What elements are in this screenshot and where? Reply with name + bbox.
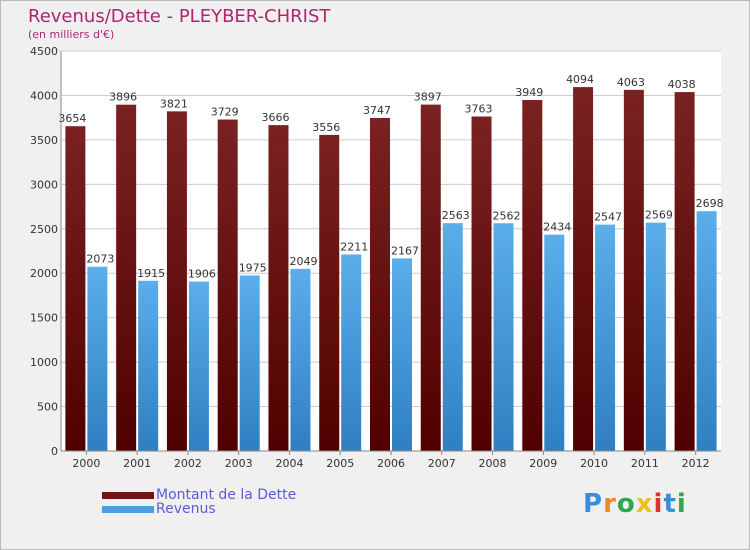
bar-revenus	[87, 266, 108, 451]
bar-revenus	[442, 223, 463, 451]
x-tick-label: 2009	[529, 457, 557, 470]
axis-layer: 0 500 1000 1500 2000 2500 3000 3500 4000 4500 2000…	[30, 45, 721, 470]
bar-dette	[217, 119, 238, 452]
bars-layer	[65, 87, 717, 452]
data-label-revenus: 2211	[340, 240, 368, 253]
x-tick-label: 2010	[580, 457, 608, 470]
data-label-dette: 3821	[160, 97, 188, 110]
labels-layer: 3654 2073 3896 1915 3821 1906 3729 1975 3666 2049…	[58, 73, 723, 280]
bar-revenus	[645, 222, 666, 451]
data-label-dette: 3747	[363, 104, 391, 117]
y-tick-label: 2500	[30, 223, 58, 236]
y-tick-label: 1500	[30, 312, 58, 325]
bar-revenus	[493, 223, 514, 451]
data-label-revenus: 1906	[188, 268, 216, 281]
proxiti-logo: Proxiti	[583, 489, 687, 519]
bar-revenus	[138, 280, 159, 451]
bar-revenus	[696, 211, 717, 451]
x-tick-label: 2004	[275, 457, 303, 470]
data-label-revenus: 2073	[86, 253, 114, 266]
x-tick-label: 2012	[682, 457, 710, 470]
bar-dette	[623, 89, 644, 451]
legend-swatch-dette	[102, 491, 154, 499]
data-label-revenus: 2434	[543, 221, 571, 234]
bar-revenus	[341, 254, 362, 451]
bar-revenus	[544, 234, 565, 451]
y-tick-label: 4000	[30, 89, 58, 102]
data-label-revenus: 2562	[493, 209, 521, 222]
x-tick-label: 2007	[428, 457, 456, 470]
data-label-dette: 3666	[261, 111, 289, 124]
y-tick-label: 2000	[30, 267, 58, 280]
data-label-dette: 3897	[414, 91, 442, 104]
data-label-revenus: 2049	[289, 255, 317, 268]
legend-label-revenus: Revenus	[156, 501, 216, 517]
legend-swatch-revenus	[102, 505, 154, 513]
x-tick-label: 2003	[225, 457, 253, 470]
data-label-dette: 3729	[211, 106, 239, 119]
bar-dette	[319, 134, 340, 451]
data-label-dette: 3896	[109, 91, 137, 104]
bar-dette	[370, 117, 390, 451]
data-label-dette: 3763	[465, 103, 493, 116]
bar-dette	[166, 111, 187, 451]
data-label-revenus: 1915	[137, 267, 165, 280]
data-label-revenus: 2569	[645, 209, 673, 222]
bar-dette	[573, 87, 594, 451]
data-label-dette: 4063	[617, 76, 645, 89]
bar-revenus	[239, 275, 260, 451]
chart-title: Revenus/Dette - PLEYBER-CHRIST	[28, 6, 331, 27]
y-tick-label: 4500	[30, 45, 58, 58]
data-label-dette: 4038	[668, 78, 696, 91]
chart-subtitle: (en milliers d'€)	[28, 28, 115, 41]
legend-item-dette: Montant de la Dette	[102, 487, 297, 503]
bar-revenus	[188, 281, 209, 451]
bar-dette	[471, 116, 492, 451]
data-label-dette: 4094	[566, 73, 594, 86]
y-tick-label: 0	[51, 445, 58, 458]
bar-dette	[116, 104, 137, 451]
data-label-revenus: 2698	[696, 197, 724, 210]
bar-revenus	[290, 268, 311, 451]
data-label-dette: 3949	[515, 86, 543, 99]
data-label-revenus: 2547	[594, 211, 622, 224]
data-label-dette: 3556	[312, 121, 340, 134]
data-label-revenus: 2167	[391, 244, 419, 257]
data-label-dette: 3654	[58, 112, 86, 125]
x-tick-label: 2006	[377, 457, 405, 470]
legend-item-revenus: Revenus	[102, 501, 216, 517]
x-tick-label: 2001	[123, 457, 151, 470]
bar-dette	[522, 99, 543, 451]
bar-dette	[420, 104, 441, 451]
bar-dette	[65, 126, 86, 451]
bar-dette	[674, 92, 695, 452]
y-tick-label: 500	[37, 401, 58, 414]
bar-revenus	[392, 258, 412, 451]
bar-dette	[268, 125, 289, 451]
data-label-revenus: 1975	[239, 261, 267, 274]
y-tick-label: 3500	[30, 134, 58, 147]
y-tick-label: 3000	[30, 178, 58, 191]
x-tick-label: 2008	[479, 457, 507, 470]
x-tick-label: 2002	[174, 457, 202, 470]
bar-revenus	[595, 224, 616, 451]
y-tick-label: 1000	[30, 356, 58, 369]
legend-label-dette: Montant de la Dette	[156, 487, 297, 503]
x-tick-label: 2005	[326, 457, 354, 470]
x-tick-label: 2000	[72, 457, 100, 470]
data-label-revenus: 2563	[442, 209, 470, 222]
x-tick-label: 2011	[631, 457, 659, 470]
